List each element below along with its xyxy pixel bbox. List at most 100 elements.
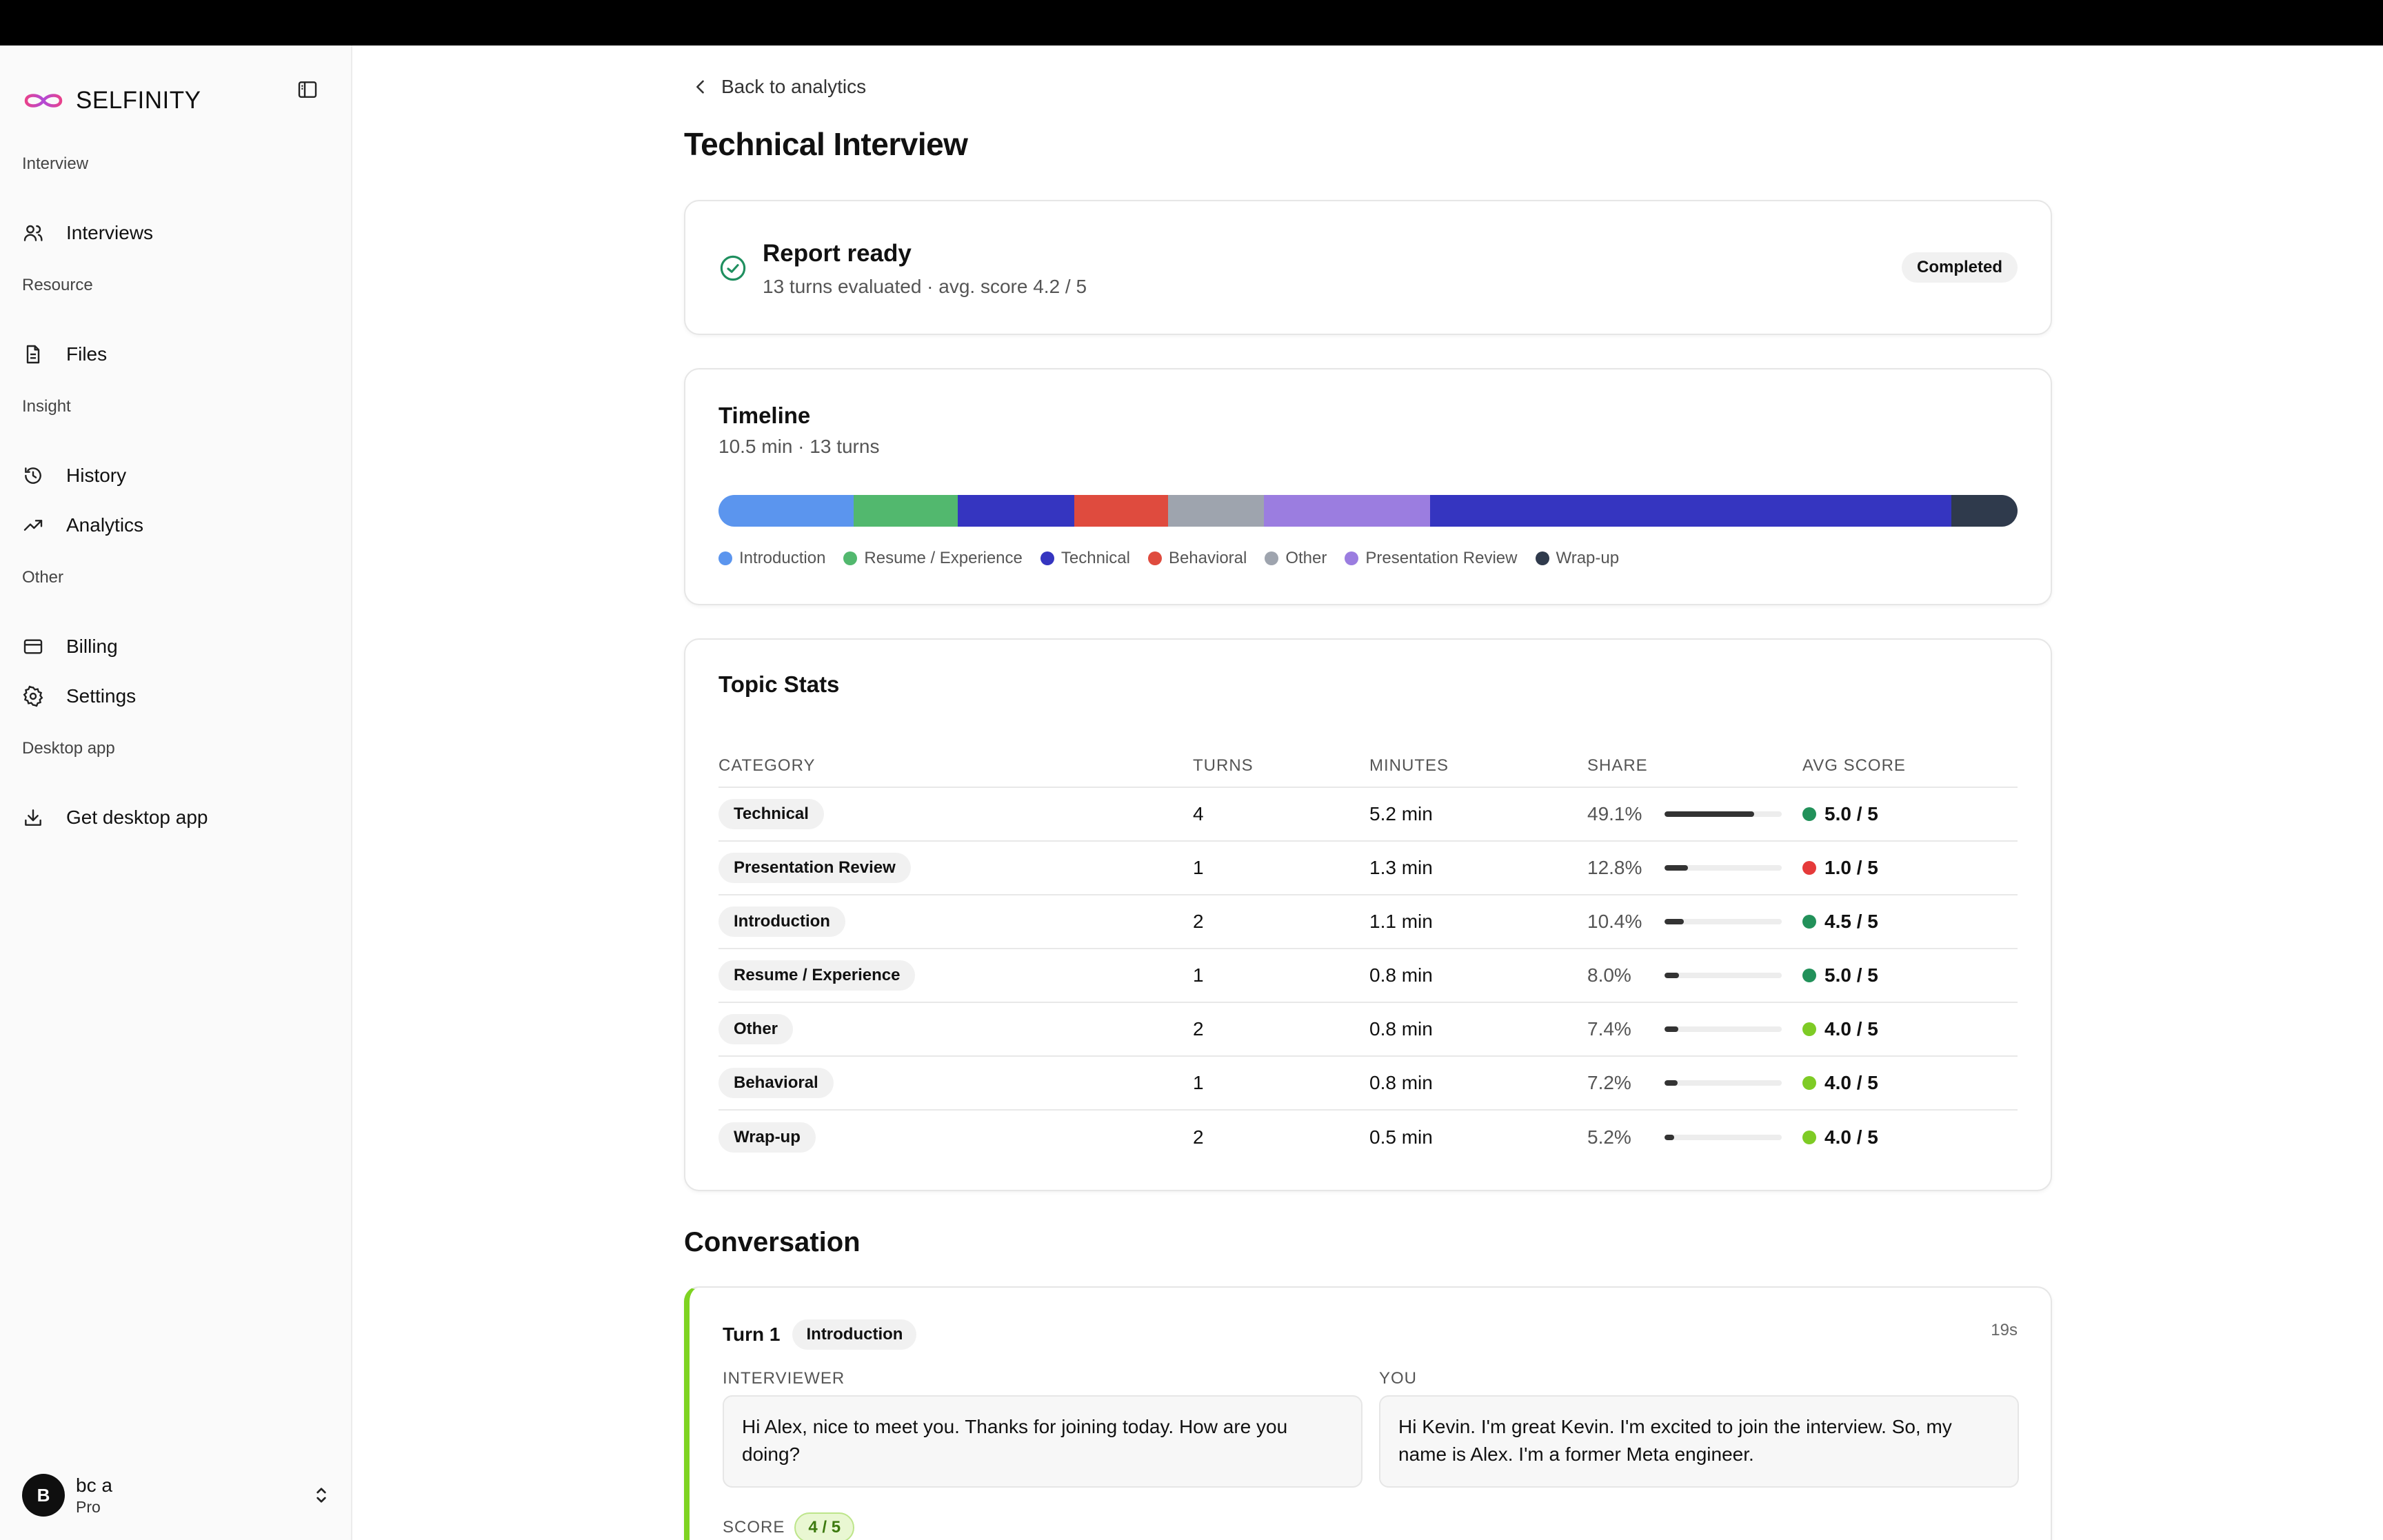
avg-score-value: 4.0 / 5 xyxy=(1824,1126,1878,1148)
report-title: Report ready xyxy=(763,240,912,267)
category-badge: Wrap-up xyxy=(718,1122,816,1153)
minutes-cell: 1.3 min xyxy=(1369,841,1587,895)
nav-group-interview: Interview xyxy=(22,154,89,173)
download-icon xyxy=(25,809,41,826)
sidebar-item-interviews[interactable]: Interviews xyxy=(15,211,336,255)
sidebar-item-billing[interactable]: Billing xyxy=(15,625,336,669)
turn-duration: 19s xyxy=(1991,1321,2018,1339)
sidebar-item-files[interactable]: Files xyxy=(15,332,336,376)
nav-group-other: Other xyxy=(22,568,64,587)
turn-score-badge: 4 / 5 xyxy=(794,1512,855,1540)
column-header: AVG SCORE xyxy=(1802,744,2018,788)
turn-card: Turn 1 Introduction 19s INTERVIEWER YOU … xyxy=(684,1286,2052,1540)
legend-dot xyxy=(1040,551,1054,565)
timeline-segment xyxy=(1167,495,1265,527)
timeline-segment xyxy=(853,495,958,527)
window-top-bar xyxy=(0,0,2383,45)
score-label: SCORE xyxy=(723,1518,785,1537)
topic-stats-title: Topic Stats xyxy=(718,671,840,697)
report-subtitle: 13 turns evaluated · avg. score 4.2 / 5 xyxy=(763,276,1087,297)
topic-stats-table: CATEGORY TURNS MINUTES SHARE AVG SCORE T… xyxy=(718,744,2018,1164)
sidebar: SELFINITY Interview Interviews Resource … xyxy=(0,45,352,1540)
minutes-cell: 0.8 min xyxy=(1369,1056,1587,1111)
legend-dot xyxy=(1147,551,1162,565)
back-link-label: Back to analytics xyxy=(721,76,867,97)
sidebar-item-label: Get desktop app xyxy=(66,807,208,828)
minutes-cell: 0.8 min xyxy=(1369,1002,1587,1057)
sidebar-item-settings[interactable]: Settings xyxy=(15,674,336,718)
turns-cell: 1 xyxy=(1193,949,1369,1003)
check-circle-icon xyxy=(720,255,746,281)
legend-label: Presentation Review xyxy=(1365,549,1518,567)
user-menu[interactable]: B bc a Pro xyxy=(22,1471,332,1519)
share-bar xyxy=(1665,1080,1782,1086)
sidebar-item-history[interactable]: History xyxy=(15,454,336,498)
share-bar xyxy=(1665,973,1782,978)
column-header: TURNS xyxy=(1193,744,1369,788)
turns-cell: 2 xyxy=(1193,1002,1369,1057)
trending-up-icon xyxy=(23,520,43,531)
share-bar xyxy=(1665,919,1782,924)
avg-score-value: 5.0 / 5 xyxy=(1824,964,1878,986)
category-badge: Resume / Experience xyxy=(718,960,916,991)
share-bar xyxy=(1665,865,1782,871)
share-bar-fill xyxy=(1665,973,1680,978)
column-header: SHARE xyxy=(1587,744,1802,788)
nav-group-desktop-app: Desktop app xyxy=(22,739,115,758)
score-dot xyxy=(1802,1076,1816,1090)
collapse-sidebar-button[interactable] xyxy=(295,77,320,102)
share-bar xyxy=(1665,1134,1782,1140)
timeline-segment xyxy=(718,495,854,527)
sidebar-item-label: Interviews xyxy=(66,222,154,243)
sidebar-item-analytics[interactable]: Analytics xyxy=(15,503,336,547)
status-badge: Completed xyxy=(1901,252,2018,283)
legend-item: Wrap-up xyxy=(1535,549,1620,568)
turn-category-badge: Introduction xyxy=(792,1319,917,1350)
timeline-card: Timeline 10.5 min · 13 turns Introductio… xyxy=(684,368,2052,605)
sidebar-item-get-desktop-app[interactable]: Get desktop app xyxy=(15,796,336,840)
share-bar-fill xyxy=(1665,919,1684,924)
users-icon xyxy=(23,225,43,241)
turns-cell: 4 xyxy=(1193,787,1369,842)
sidebar-item-label: Settings xyxy=(66,685,137,707)
legend-label: Other xyxy=(1285,549,1327,567)
timeline-segment xyxy=(1430,495,1951,527)
legend-label: Technical xyxy=(1060,549,1130,567)
brand[interactable]: SELFINITY xyxy=(22,79,201,123)
gear-icon xyxy=(23,685,43,707)
table-row: Introduction 2 1.1 min 10.4% 4.5 / 5 xyxy=(718,895,2018,949)
timeline-segment xyxy=(1264,495,1431,527)
column-header: MINUTES xyxy=(1369,744,1587,788)
legend-label: Behavioral xyxy=(1168,549,1247,567)
share-bar xyxy=(1665,811,1782,817)
table-row: Resume / Experience 1 0.8 min 8.0% 5.0 / 5 xyxy=(718,949,2018,1003)
legend-item: Technical xyxy=(1040,549,1130,568)
turns-cell: 2 xyxy=(1193,895,1369,949)
table-row: Behavioral 1 0.8 min 7.2% 4.0 / 5 xyxy=(718,1056,2018,1111)
table-row: Wrap-up 2 0.5 min 5.2% 4.0 / 5 xyxy=(718,1110,2018,1164)
sidebar-item-label: Analytics xyxy=(66,514,144,536)
legend-item: Behavioral xyxy=(1147,549,1247,568)
timeline-bar xyxy=(718,495,2018,527)
legend-label: Wrap-up xyxy=(1556,549,1620,567)
minutes-cell: 0.5 min xyxy=(1369,1126,1433,1148)
timeline-legend: Introduction Resume / Experience Technical… xyxy=(718,549,1637,568)
avg-score-value: 5.0 / 5 xyxy=(1824,803,1878,824)
file-icon xyxy=(26,345,40,364)
sidebar-item-label: History xyxy=(66,465,127,486)
legend-dot xyxy=(843,551,858,565)
timeline-subtitle: 10.5 min · 13 turns xyxy=(718,436,880,457)
share-bar-fill xyxy=(1665,865,1688,871)
legend-dot xyxy=(1535,551,1549,565)
timeline-segment xyxy=(957,495,1075,527)
turn-label: Turn 1 xyxy=(723,1324,781,1345)
score-dot xyxy=(1802,807,1816,821)
category-badge: Introduction xyxy=(718,906,845,937)
turns-cell: 2 xyxy=(1193,1126,1204,1148)
back-to-analytics-link[interactable]: Back to analytics xyxy=(691,76,866,98)
category-badge: Presentation Review xyxy=(718,853,911,883)
nav-group-resource: Resource xyxy=(22,276,93,294)
chevron-up-down-icon[interactable] xyxy=(310,1483,332,1508)
sidebar-item-label: Billing xyxy=(66,636,118,657)
page-title: Technical Interview xyxy=(684,126,968,162)
